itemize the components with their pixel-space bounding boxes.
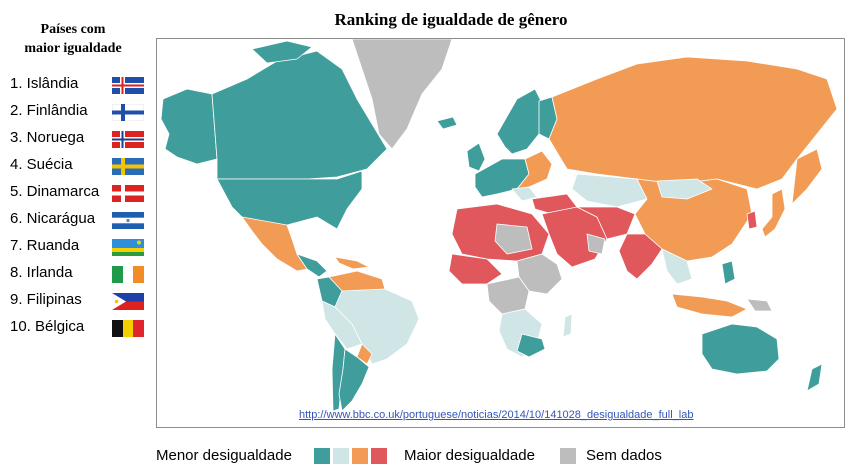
region-paraguay [356,343,373,365]
region-central-america [296,253,328,278]
legend-swatch-4 [371,448,387,464]
region-usa [216,170,363,230]
region-indochina [661,248,693,285]
list-item: 1. Islândia [10,72,150,99]
legend-swatch-1 [314,448,330,464]
legend-low-label: Menor desigualdade [156,447,292,464]
region-philippines [721,260,736,285]
region-australia [701,323,780,375]
region-russia [548,56,838,190]
region-india [618,233,663,280]
region-indonesia [671,293,748,318]
region-caribbean [334,256,370,270]
denmark-flag-icon [112,185,144,202]
belgium-flag-icon [112,320,144,337]
list-item: 9. Filipinas [10,288,150,315]
world-map: http://www.bbc.co.uk/portuguese/noticias… [156,38,845,428]
region-new-zealand [806,363,823,392]
norway-flag-icon [112,131,144,148]
list-item: 2. Finlândia [10,99,150,126]
ireland-flag-icon [112,266,144,283]
rank-label: 9. Filipinas [10,291,82,308]
legend-high-label: Maior desigualdade [404,447,535,464]
region-kazakhstan [571,173,648,208]
nicaragua-flag-icon [112,212,144,229]
rank-label: 8. Irlanda [10,264,73,281]
region-new-guinea [746,298,773,312]
list-item: 3. Noruega [10,126,150,153]
ranking-list: 1. Islândia 2. Finlândia 3. Noruega 4. S… [10,72,150,342]
rank-label: 10. Bélgica [10,318,85,335]
region-japan [761,188,786,238]
sidebar-title-line2: maior igualdade [24,41,122,56]
region-madagascar [562,313,573,338]
map-title: Ranking de igualdade de gênero [334,10,568,29]
list-item: 10. Bélgica [10,315,150,342]
list-item: 6. Nicarágua [10,207,150,234]
region-greenland [351,39,453,150]
list-item: 4. Suécia [10,153,150,180]
legend-swatch-no-data [560,448,576,464]
legend-swatch-2 [333,448,349,464]
rank-label: 6. Nicarágua [10,210,96,227]
list-item: 5. Dinamarca [10,180,150,207]
region-balkans [511,186,538,202]
region-scandinavia [496,88,546,155]
region-canada [211,50,388,180]
rank-label: 3. Noruega [10,129,85,146]
rank-label: 7. Ruanda [10,237,80,254]
region-gulf [586,233,606,255]
region-sahel [494,223,533,255]
region-eastern-europe [516,150,553,190]
region-central-africa [486,276,530,315]
region-mongolia [656,178,713,200]
world-map-svg [160,39,838,412]
rank-label: 1. Islândia [10,75,79,92]
region-iceland [436,116,458,130]
region-korea [746,210,758,230]
sidebar-title: Países com maior igualdade [8,20,138,58]
list-item: 8. Irlanda [10,261,150,288]
list-item: 7. Ruanda [10,234,150,261]
region-kamchatka [791,148,823,205]
rank-label: 2. Finlândia [10,102,88,119]
sidebar-title-line1: Países com [40,22,106,37]
legend: Menor desigualdade Maior desigualdade Se… [156,443,846,467]
region-south-africa [516,333,546,358]
finland-flag-icon [112,104,144,121]
rwanda-flag-icon [112,239,144,256]
rank-label: 5. Dinamarca [10,183,100,200]
region-argentina [338,348,370,412]
rank-label: 4. Suécia [10,156,73,173]
region-mexico [241,216,308,272]
philippines-flag-icon [112,293,144,310]
region-peru-bolivia [321,300,363,350]
sweden-flag-icon [112,158,144,175]
region-alaska [160,88,218,165]
legend-swatch-3 [352,448,368,464]
legend-no-data-label: Sem dados [586,447,662,464]
iceland-flag-icon [112,77,144,94]
region-uk-ireland [466,142,486,172]
source-link[interactable]: http://www.bbc.co.uk/portuguese/noticias… [299,409,694,421]
region-canada-islands [251,40,313,64]
